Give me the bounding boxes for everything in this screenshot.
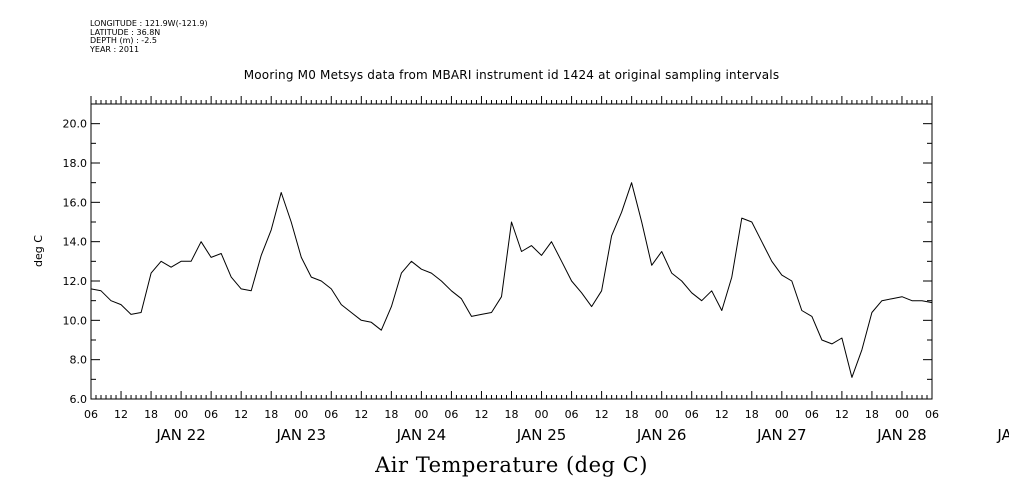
x-hour-label: 06 — [444, 408, 458, 421]
y-tick-label: 8.0 — [70, 354, 88, 367]
latitude-text: LATITUDE : 36.8N — [90, 27, 161, 37]
x-hour-label: 00 — [174, 408, 188, 421]
plot-frame — [90, 103, 933, 400]
x-axis-title: Air Temperature (deg C) — [0, 453, 1009, 477]
x-hour-label: 18 — [144, 408, 158, 421]
x-hour-label: 12 — [114, 408, 128, 421]
x-hour-label: 18 — [625, 408, 639, 421]
x-hour-label: 18 — [865, 408, 879, 421]
x-hour-label: 06 — [805, 408, 819, 421]
y-tick-label: 20.0 — [63, 118, 88, 131]
x-day-label: JAN 22 — [155, 426, 206, 444]
x-hour-label: 18 — [745, 408, 759, 421]
chart-title: Mooring M0 Metsys data from MBARI instru… — [0, 68, 1009, 82]
x-hour-label: 12 — [234, 408, 248, 421]
y-tick-label: 10.0 — [63, 314, 88, 327]
x-hour-label: 06 — [565, 408, 579, 421]
chart-title-text: Mooring M0 Metsys data from MBARI instru… — [243, 68, 780, 82]
x-hour-label: 06 — [204, 408, 218, 421]
x-hour-label: 12 — [595, 408, 609, 421]
x-day-label: JAN 29 — [996, 426, 1009, 444]
x-hour-label: 06 — [685, 408, 699, 421]
x-day-label: JAN 24 — [396, 426, 447, 444]
x-hour-label: 12 — [354, 408, 368, 421]
x-hour-label: 00 — [655, 408, 669, 421]
x-hour-label: 00 — [775, 408, 789, 421]
y-axis-label: deg C — [32, 235, 45, 267]
x-hour-label: 12 — [715, 408, 729, 421]
x-day-label: JAN 25 — [516, 426, 567, 444]
x-hour-label: 00 — [895, 408, 909, 421]
x-hour-label: 00 — [414, 408, 428, 421]
x-day-label: JAN 26 — [636, 426, 687, 444]
y-tick-label: 12.0 — [63, 275, 88, 288]
air-temperature-line — [90, 182, 933, 378]
x-axis-ticks: 06 12 18 00 06 12 18 00 06 12 18 00 06 12 18 00 06 12 18 00… — [84, 96, 1009, 444]
x-axis-title-text: Air Temperature (deg C) — [375, 453, 648, 477]
y-tick-label: 16.0 — [63, 196, 88, 209]
x-hour-label: 12 — [474, 408, 488, 421]
x-day-label: JAN 28 — [876, 426, 927, 444]
longitude-text: LONGITUDE : 121.9W(-121.9) — [90, 19, 208, 28]
x-hour-label: 00 — [535, 408, 549, 421]
x-hour-label: 12 — [835, 408, 849, 421]
series-group — [90, 182, 933, 378]
year-text: YEAR : 2011 — [90, 44, 140, 54]
depth-text: DEPTH (m) : -2.5 — [90, 36, 157, 46]
x-day-label: JAN 23 — [276, 426, 327, 444]
x-day-label: JAN 27 — [756, 426, 807, 444]
x-hour-label: 00 — [294, 408, 308, 421]
x-hour-label: 06 — [324, 408, 338, 421]
y-tick-label: 14.0 — [63, 236, 88, 249]
location-metadata: LONGITUDE : 121.9W(-121.9) LATITUDE : 36… — [90, 19, 208, 54]
y-axis-ticks: 6.0 8.0 10.0 12.0 14.0 16.0 18.0 20.0 — [63, 103, 932, 406]
x-hour-label: 18 — [505, 408, 519, 421]
x-hour-label: 18 — [264, 408, 278, 421]
x-hour-label: 18 — [384, 408, 398, 421]
x-hour-label: 06 — [84, 408, 98, 421]
y-tick-label: 6.0 — [70, 393, 88, 406]
x-hour-label: 06 — [925, 408, 939, 421]
y-tick-label: 18.0 — [63, 157, 88, 170]
